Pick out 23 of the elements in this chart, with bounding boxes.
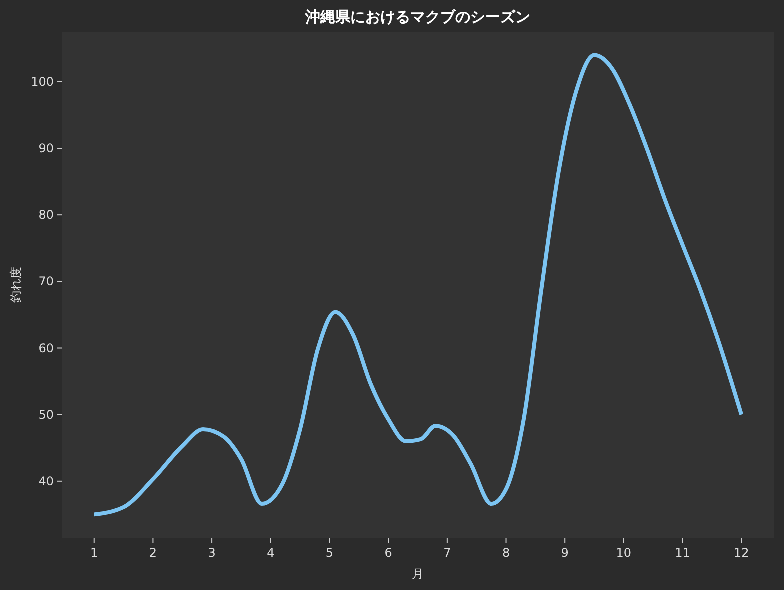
y-tick-label: 70 bbox=[38, 274, 54, 289]
y-tick-label: 40 bbox=[38, 474, 54, 488]
x-tick-label: 5 bbox=[326, 546, 334, 560]
x-axis-title: 月 bbox=[412, 567, 424, 581]
y-tick-label: 90 bbox=[38, 142, 54, 156]
chart-title: 沖縄県におけるマクブのシーズン bbox=[304, 8, 530, 26]
x-tick-label: 12 bbox=[734, 546, 750, 560]
x-tick-label: 2 bbox=[149, 546, 158, 560]
y-tick-label: 50 bbox=[38, 408, 54, 422]
line-series bbox=[92, 53, 744, 517]
x-tick-label: 4 bbox=[267, 546, 275, 560]
y-tick-label: 80 bbox=[38, 208, 54, 222]
y-axis-title: 釣れ度 bbox=[9, 267, 23, 303]
x-tick-label: 1 bbox=[90, 546, 98, 560]
y-tick-label: 100 bbox=[31, 74, 54, 89]
y-tick-label: 60 bbox=[38, 341, 54, 356]
x-tick-label: 11 bbox=[675, 546, 690, 560]
x-tick-label: 7 bbox=[444, 546, 452, 560]
x-tick-label: 10 bbox=[616, 546, 632, 560]
x-tick-label: 9 bbox=[561, 546, 569, 560]
x-tick-label: 8 bbox=[502, 546, 510, 560]
x-tick-label: 3 bbox=[208, 546, 216, 560]
x-tick-label: 6 bbox=[384, 546, 392, 560]
